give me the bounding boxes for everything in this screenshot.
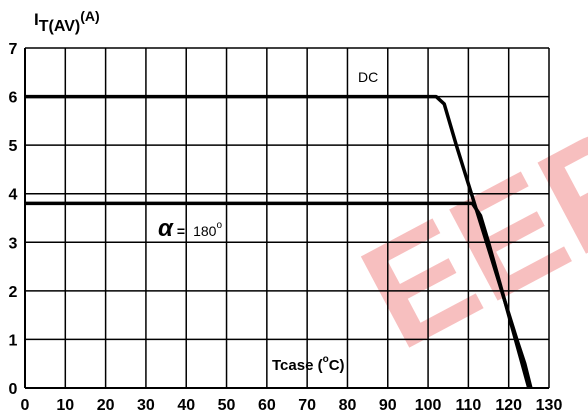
watermark-text: EEP: [337, 91, 588, 380]
series-label-alpha-deg: o: [216, 220, 222, 231]
y-tick-label-4: 4: [9, 187, 18, 204]
y-axis-label-unit: (A): [80, 8, 99, 24]
grid: [24, 47, 550, 389]
x-tick-label-40: 40: [177, 397, 195, 414]
x-tick-label-120: 120: [495, 397, 522, 414]
y-tick-label-7: 7: [9, 41, 18, 58]
x-tick-label-90: 90: [379, 397, 397, 414]
y-tick-label-3: 3: [9, 235, 18, 252]
x-tick-labels: 0 10 20 30 40 50 60 70 80 90 100 110 120 130: [21, 397, 563, 414]
x-tick-label-80: 80: [339, 397, 357, 414]
x-tick-label-50: 50: [218, 397, 236, 414]
x-tick-label-100: 100: [415, 397, 442, 414]
x-axis-label-deg: o: [323, 354, 329, 365]
x-tick-label-30: 30: [137, 397, 155, 414]
x-tick-label-10: 10: [56, 397, 74, 414]
x-tick-label-110: 110: [455, 397, 481, 414]
x-axis-label-unit: C): [329, 357, 345, 374]
series-line-0: [25, 94, 533, 389]
watermark: EEP: [337, 91, 588, 380]
y-tick-labels: 0 1 2 3 4 5 6 7: [9, 41, 18, 398]
y-axis-label-main: I: [34, 10, 39, 29]
x-axis-label: Tcase (oC): [272, 354, 345, 374]
y-axis-label-sub: T(AV): [39, 18, 80, 35]
y-tick-label-2: 2: [9, 284, 18, 301]
x-tick-label-130: 130: [536, 397, 563, 414]
y-tick-label-1: 1: [9, 332, 18, 349]
series-label-alpha-symbol: α: [158, 215, 174, 242]
x-tick-label-60: 60: [258, 397, 276, 414]
series-line-1: [25, 201, 531, 389]
x-axis-label-main: Tcase (: [272, 357, 323, 374]
series-label-alpha-value: 180: [193, 223, 217, 239]
series-layer: [25, 94, 533, 389]
series-label-dc: DC: [358, 69, 378, 85]
series-label-alpha-eq: =: [177, 223, 185, 239]
series-label-alpha: α = 180o: [158, 215, 222, 242]
x-tick-label-20: 20: [97, 397, 115, 414]
y-tick-label-5: 5: [9, 138, 18, 155]
x-tick-label-0: 0: [21, 397, 30, 414]
y-tick-label-0: 0: [9, 381, 18, 398]
y-tick-label-6: 6: [9, 90, 18, 107]
x-tick-label-70: 70: [298, 397, 316, 414]
y-axis-label: IT(AV)(A): [34, 8, 100, 35]
